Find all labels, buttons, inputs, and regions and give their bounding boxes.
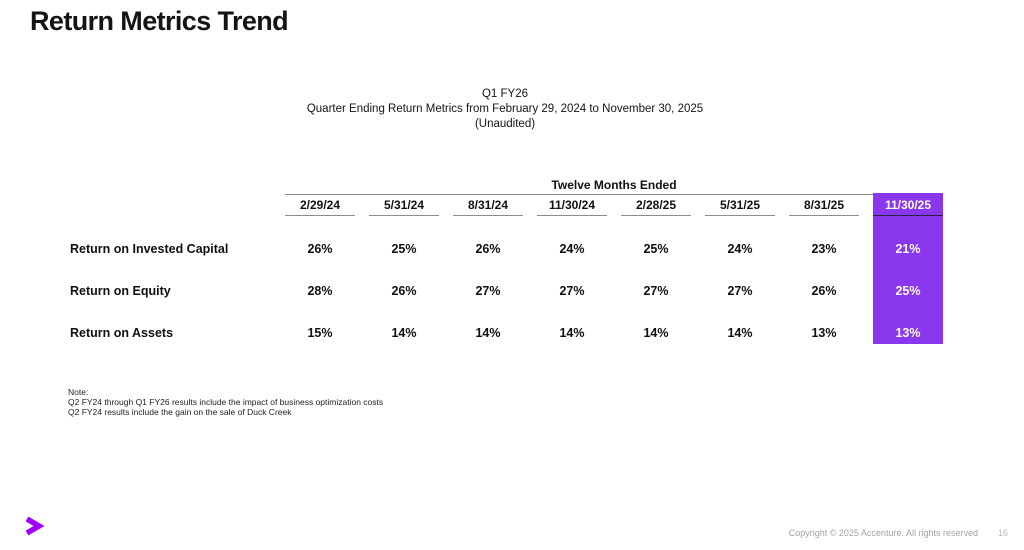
value-cell: 28% [307,284,333,298]
value-cell: 15% [307,326,333,340]
row-label-return-on-assets: Return on Assets [70,326,174,340]
value-cell: 25% [391,242,417,256]
footnote-line: Q2 FY24 results include the gain on the … [68,407,292,417]
column-header: 2/28/25 [614,199,698,216]
footnote-block: Note: Q2 FY24 through Q1 FY26 results in… [68,387,383,417]
value-cell: 27% [727,284,753,298]
column-header: 2/29/24 [278,199,362,216]
value-cell: 27% [643,284,669,298]
value-cell-highlighted: 21% [895,242,921,256]
column-header: 8/31/25 [782,199,866,216]
column-header: 8/31/24 [446,199,530,216]
subtitle-block: Q1 FY26 Quarter Ending Return Metrics fr… [0,87,1010,132]
table-group-header: Twelve Months Ended [551,178,677,192]
column-header-highlighted: 11/30/25 [866,199,950,216]
highlight-column-background [873,193,943,344]
value-cell: 25% [643,242,669,256]
footnote-line: Q2 FY24 through Q1 FY26 results include … [68,397,384,407]
row-label-return-on-equity: Return on Equity [70,284,171,298]
value-cell-highlighted: 25% [895,284,921,298]
value-cell: 24% [559,242,585,256]
value-cell: 14% [559,326,585,340]
column-header: 11/30/24 [530,199,614,216]
column-header: 5/31/24 [362,199,446,216]
table-group-underline [285,194,873,195]
value-cell: 26% [811,284,837,298]
subtitle-date-range: Quarter Ending Return Metrics from Febru… [306,103,704,115]
table-values: 26% 25% 26% 24% 25% 24% 23% 21% 28% 26% … [278,241,950,341]
value-cell: 24% [727,242,753,256]
value-cell: 27% [475,284,501,298]
footnote-heading: Note: [68,387,89,397]
value-cell: 14% [727,326,753,340]
value-cell: 14% [391,326,417,340]
subtitle-unaudited: (Unaudited) [474,118,536,130]
table-header-row: 2/29/24 5/31/24 8/31/24 11/30/24 2/28/25… [278,199,950,216]
value-cell: 23% [811,242,837,256]
row-label-return-on-invested-capital: Return on Invested Capital [70,242,229,256]
footer-right: Copyright © 2025 Accenture. All rights r… [789,528,1008,538]
value-cell: 14% [643,326,669,340]
value-cell-highlighted: 13% [895,326,921,340]
column-header: 5/31/25 [698,199,782,216]
subtitle-quarter: Q1 FY26 [481,88,529,100]
value-cell: 14% [475,326,501,340]
copyright-text: Copyright © 2025 Accenture. All rights r… [788,528,978,538]
accenture-logo-icon [25,516,45,536]
value-cell: 26% [307,242,333,256]
page-title: Return Metrics Trend [30,6,289,36]
value-cell: 13% [811,326,837,340]
value-cell: 27% [559,284,585,298]
page-number: 16 [997,528,1008,538]
value-cell: 26% [475,242,501,256]
value-cell: 26% [391,284,417,298]
